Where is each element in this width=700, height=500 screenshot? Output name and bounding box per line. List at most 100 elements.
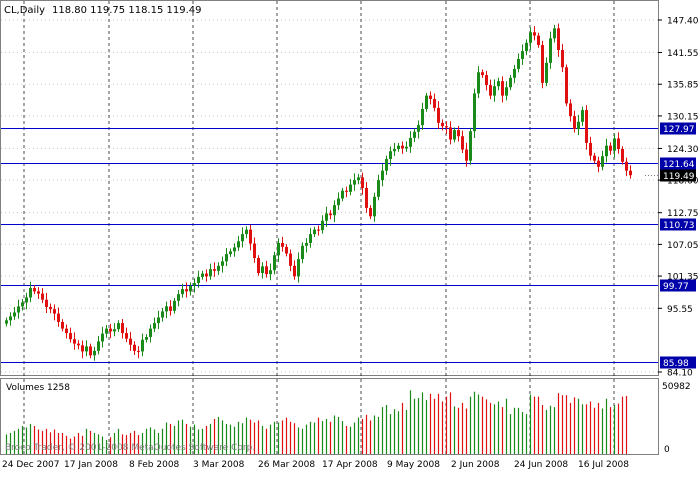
candle xyxy=(261,262,264,279)
candle xyxy=(37,287,40,300)
candle xyxy=(353,173,356,191)
candle xyxy=(577,114,580,136)
candle xyxy=(405,141,408,152)
candle xyxy=(549,31,552,69)
candle xyxy=(285,244,288,257)
candle xyxy=(129,331,132,351)
candle xyxy=(489,79,492,100)
candle xyxy=(341,187,344,202)
candle xyxy=(401,141,404,154)
candle xyxy=(425,92,428,112)
candle xyxy=(361,172,364,195)
price-panel xyxy=(0,0,659,376)
candle xyxy=(165,301,168,319)
candle xyxy=(181,283,184,298)
candle xyxy=(493,79,496,102)
candle xyxy=(173,298,176,314)
price-tick-6: 112.75 xyxy=(667,209,699,219)
candle xyxy=(349,179,352,196)
chart-symbol: CL,Daily xyxy=(4,5,45,16)
candle xyxy=(125,327,128,343)
candle xyxy=(117,320,120,332)
candle xyxy=(121,318,124,339)
candle xyxy=(469,127,472,165)
candle xyxy=(145,334,148,343)
volume-label: Volumes 1258 xyxy=(6,383,70,393)
candle xyxy=(93,346,96,361)
candle xyxy=(481,69,484,78)
candle xyxy=(617,132,620,154)
candle xyxy=(209,263,212,280)
current-price-label: 119.49 xyxy=(663,172,695,182)
date-tick-1: 17 Jan 2008 xyxy=(64,460,118,470)
candle xyxy=(141,333,144,357)
candle xyxy=(589,136,592,161)
candle xyxy=(369,205,372,220)
candle xyxy=(301,242,304,264)
date-tick-2: 8 Feb 2008 xyxy=(129,460,180,470)
date-tick-4: 26 Mar 2008 xyxy=(258,460,315,470)
price-axis: 147.40 141.55 135.85 130.15 124.30 118.60 112.… xyxy=(658,17,699,379)
candle xyxy=(221,256,224,273)
candle xyxy=(293,260,296,280)
candle xyxy=(557,23,560,57)
candle xyxy=(305,238,308,253)
candle xyxy=(453,127,456,143)
candle xyxy=(621,146,624,165)
date-tick-8: 24 Jun 2008 xyxy=(514,460,568,470)
candle xyxy=(13,307,16,320)
level-label-3: 99.77 xyxy=(663,282,689,292)
candle xyxy=(241,227,244,248)
candle xyxy=(217,262,220,275)
candle xyxy=(585,105,588,150)
candle xyxy=(25,292,28,310)
price-tick-9: 95.55 xyxy=(667,305,693,315)
candle xyxy=(177,290,180,307)
candle xyxy=(137,346,140,359)
volume-zero-label: 0 xyxy=(664,445,670,455)
chart-ohlc: 118.80 119.75 118.15 119.49 xyxy=(52,5,202,16)
level-label-0: 127.97 xyxy=(663,125,695,135)
candle xyxy=(625,157,628,177)
candle xyxy=(229,248,232,257)
candle xyxy=(333,200,336,222)
candle xyxy=(101,326,104,348)
candle xyxy=(289,249,292,272)
level-box-2 xyxy=(660,218,696,231)
candle xyxy=(329,210,332,220)
candle xyxy=(397,142,400,152)
candle xyxy=(377,174,380,201)
candle xyxy=(437,101,440,129)
level-label-4: 85.98 xyxy=(663,359,689,369)
candle xyxy=(485,70,488,91)
level-labels: 127.97 121.64 110.73 99.77 85.98 119.49 xyxy=(645,122,696,369)
candle xyxy=(313,226,316,237)
candle xyxy=(357,173,360,185)
candle xyxy=(581,106,584,126)
candle xyxy=(205,269,208,282)
candle xyxy=(185,282,188,298)
candle xyxy=(269,263,272,281)
candle xyxy=(81,340,84,359)
candle xyxy=(381,163,384,187)
date-tick-6: 9 May 2008 xyxy=(387,460,440,470)
candle xyxy=(149,324,152,343)
candle xyxy=(553,24,556,43)
vertical-grid xyxy=(23,1,615,455)
candle xyxy=(97,335,100,355)
candle xyxy=(545,57,548,87)
candle xyxy=(257,255,260,276)
candle xyxy=(161,307,164,322)
candle xyxy=(393,142,396,157)
candle xyxy=(573,110,576,133)
candle xyxy=(337,192,340,210)
candle xyxy=(597,156,600,173)
candle xyxy=(45,292,48,314)
volume-bars xyxy=(5,390,628,454)
candle xyxy=(417,120,420,139)
date-axis: 24 Dec 2007 17 Jan 2008 8 Feb 2008 3 Mar 20… xyxy=(2,460,629,470)
candle xyxy=(17,299,20,319)
candle xyxy=(325,206,328,227)
candle xyxy=(537,32,540,48)
